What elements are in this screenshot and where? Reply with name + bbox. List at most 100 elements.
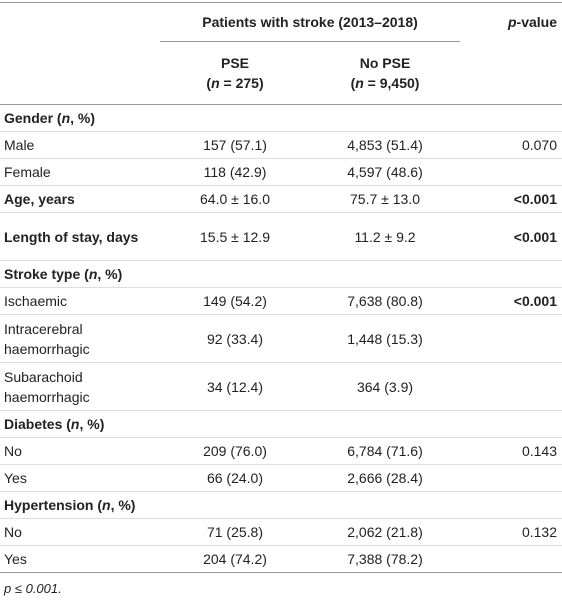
table-row: Gender (n, %) [0,104,562,132]
cell: 149 (54.2) [160,287,310,315]
cell: 4,853 (51.4) [310,131,461,159]
text-segment: = 9,450) [363,75,420,91]
header-row: PSE (n = 275) No PSE (n = 9,450) [0,41,562,105]
cell [310,410,461,438]
p-value: 0.143 [460,437,562,465]
cell: 66 (24.0) [160,464,310,492]
row-label: Subarachoid haemorrhagic [0,362,160,411]
row-label: No [0,518,160,546]
cell: 118 (42.9) [160,158,310,186]
text-segment: n [211,75,220,91]
text-segment: No [4,524,22,540]
cell: 157 (57.1) [160,131,310,159]
table-row: Diabetes (n, %) [0,410,562,438]
group-header: Patients with stroke (2013–2018) [160,2,461,42]
text-segment: , %) [70,110,96,126]
column-header: No PSE (n = 9,450) [310,41,461,105]
cell: 1,448 (15.3) [310,314,461,363]
text-segment: No [4,443,22,459]
cell: 34 (12.4) [160,362,310,411]
row-label: Female [0,158,160,186]
row-label: Age, years [0,185,160,213]
table-row: No 209 (76.0) 6,784 (71.6) 0.143 [0,437,562,465]
text-segment: Hypertension ( [4,497,103,513]
text-segment: , %) [110,497,136,513]
table-row: Ischaemic 149 (54.2) 7,638 (80.8) <0.001 [0,287,562,315]
cell: 75.7 ± 13.0 [310,185,461,213]
table-row: Yes 66 (24.0) 2,666 (28.4) [0,464,562,492]
cell: 209 (76.0) [160,437,310,465]
cell [160,260,310,288]
cell [160,491,310,519]
text-segment: No PSE [359,55,411,71]
cell: 364 (3.9) [310,362,461,411]
row-label: Hypertension (n, %) [0,491,160,519]
row-label: Yes [0,464,160,492]
text-segment: n [355,75,364,91]
table-row: Age, years 64.0 ± 16.0 75.7 ± 13.0 <0.001 [0,185,562,213]
table-row: Intracerebral haemorrhagic 92 (33.4) 1,448… [0,314,562,363]
text-segment: -value [516,14,558,31]
table-row: Subarachoid haemorrhagic 34 (12.4) 364 (3.… [0,362,562,411]
cell: 6,784 (71.6) [310,437,461,465]
cell: 7,388 (78.2) [310,545,461,573]
text-segment: Length of stay, days [4,228,139,245]
row-label: Ischaemic [0,287,160,315]
cell: 15.5 ± 12.9 [160,212,310,261]
text-segment: , %) [97,266,123,282]
text-segment: n [70,416,80,432]
text-segment: p [507,14,517,31]
p-value [460,410,562,438]
text-segment: Diabetes ( [4,416,71,432]
text-segment: Ischaemic [4,293,68,309]
column-header: PSE (n = 275) [160,41,310,105]
text-segment: PSE [220,55,249,71]
text-segment: , %) [79,416,105,432]
cell: 204 (74.2) [160,545,310,573]
table-row: Yes 204 (74.2) 7,388 (78.2) [0,545,562,573]
text-segment: Age, years [4,191,75,207]
text-segment: Stroke type ( [4,266,89,282]
cell: 7,638 (80.8) [310,287,461,315]
text-segment: n [102,497,111,513]
p-value [460,545,562,573]
text-segment: ( [350,75,356,91]
cell: 2,666 (28.4) [310,464,461,492]
row-label: Gender (n, %) [0,104,160,132]
data-table: Patients with stroke (2013–2018) p-value… [0,2,562,573]
p-value: <0.001 [460,287,562,315]
cell: 2,062 (21.8) [310,518,461,546]
table-row: Length of stay, days 15.5 ± 12.9 11.2 ± 9.… [0,212,562,261]
cell: 4,597 (48.6) [310,158,461,186]
table-row: Male 157 (57.1) 4,853 (51.4) 0.070 [0,131,562,159]
p-value: 0.070 [460,131,562,159]
text-segment: = 275) [219,75,264,91]
footnote: p ≤ 0.001. [4,581,62,596]
p-value [460,158,562,186]
text-segment: Gender ( [4,110,62,126]
table-row: Female 118 (42.9) 4,597 (48.6) [0,158,562,186]
row-label: Diabetes (n, %) [0,410,160,438]
p-value [460,464,562,492]
text-segment: ( [206,75,212,91]
text-segment: n [88,266,98,282]
text-segment: Yes [4,551,27,567]
p-value [460,491,562,519]
table-row: Hypertension (n, %) [0,491,562,519]
cell [160,104,310,132]
p-value [460,260,562,288]
cell: 64.0 ± 16.0 [160,185,310,213]
p-value [460,104,562,132]
cell [310,491,461,519]
row-label: No [0,437,160,465]
table-row: No 71 (25.8) 2,062 (21.8) 0.132 [0,518,562,546]
cell [160,410,310,438]
text-segment: Intracerebral haemorrhagic [4,320,90,357]
table-row: Stroke type (n, %) [0,260,562,288]
text-segment: n [61,110,71,126]
row-label: Yes [0,545,160,573]
row-label: Male [0,131,160,159]
text-segment: Yes [4,470,27,486]
p-value: <0.001 [460,185,562,213]
cell: 71 (25.8) [160,518,310,546]
